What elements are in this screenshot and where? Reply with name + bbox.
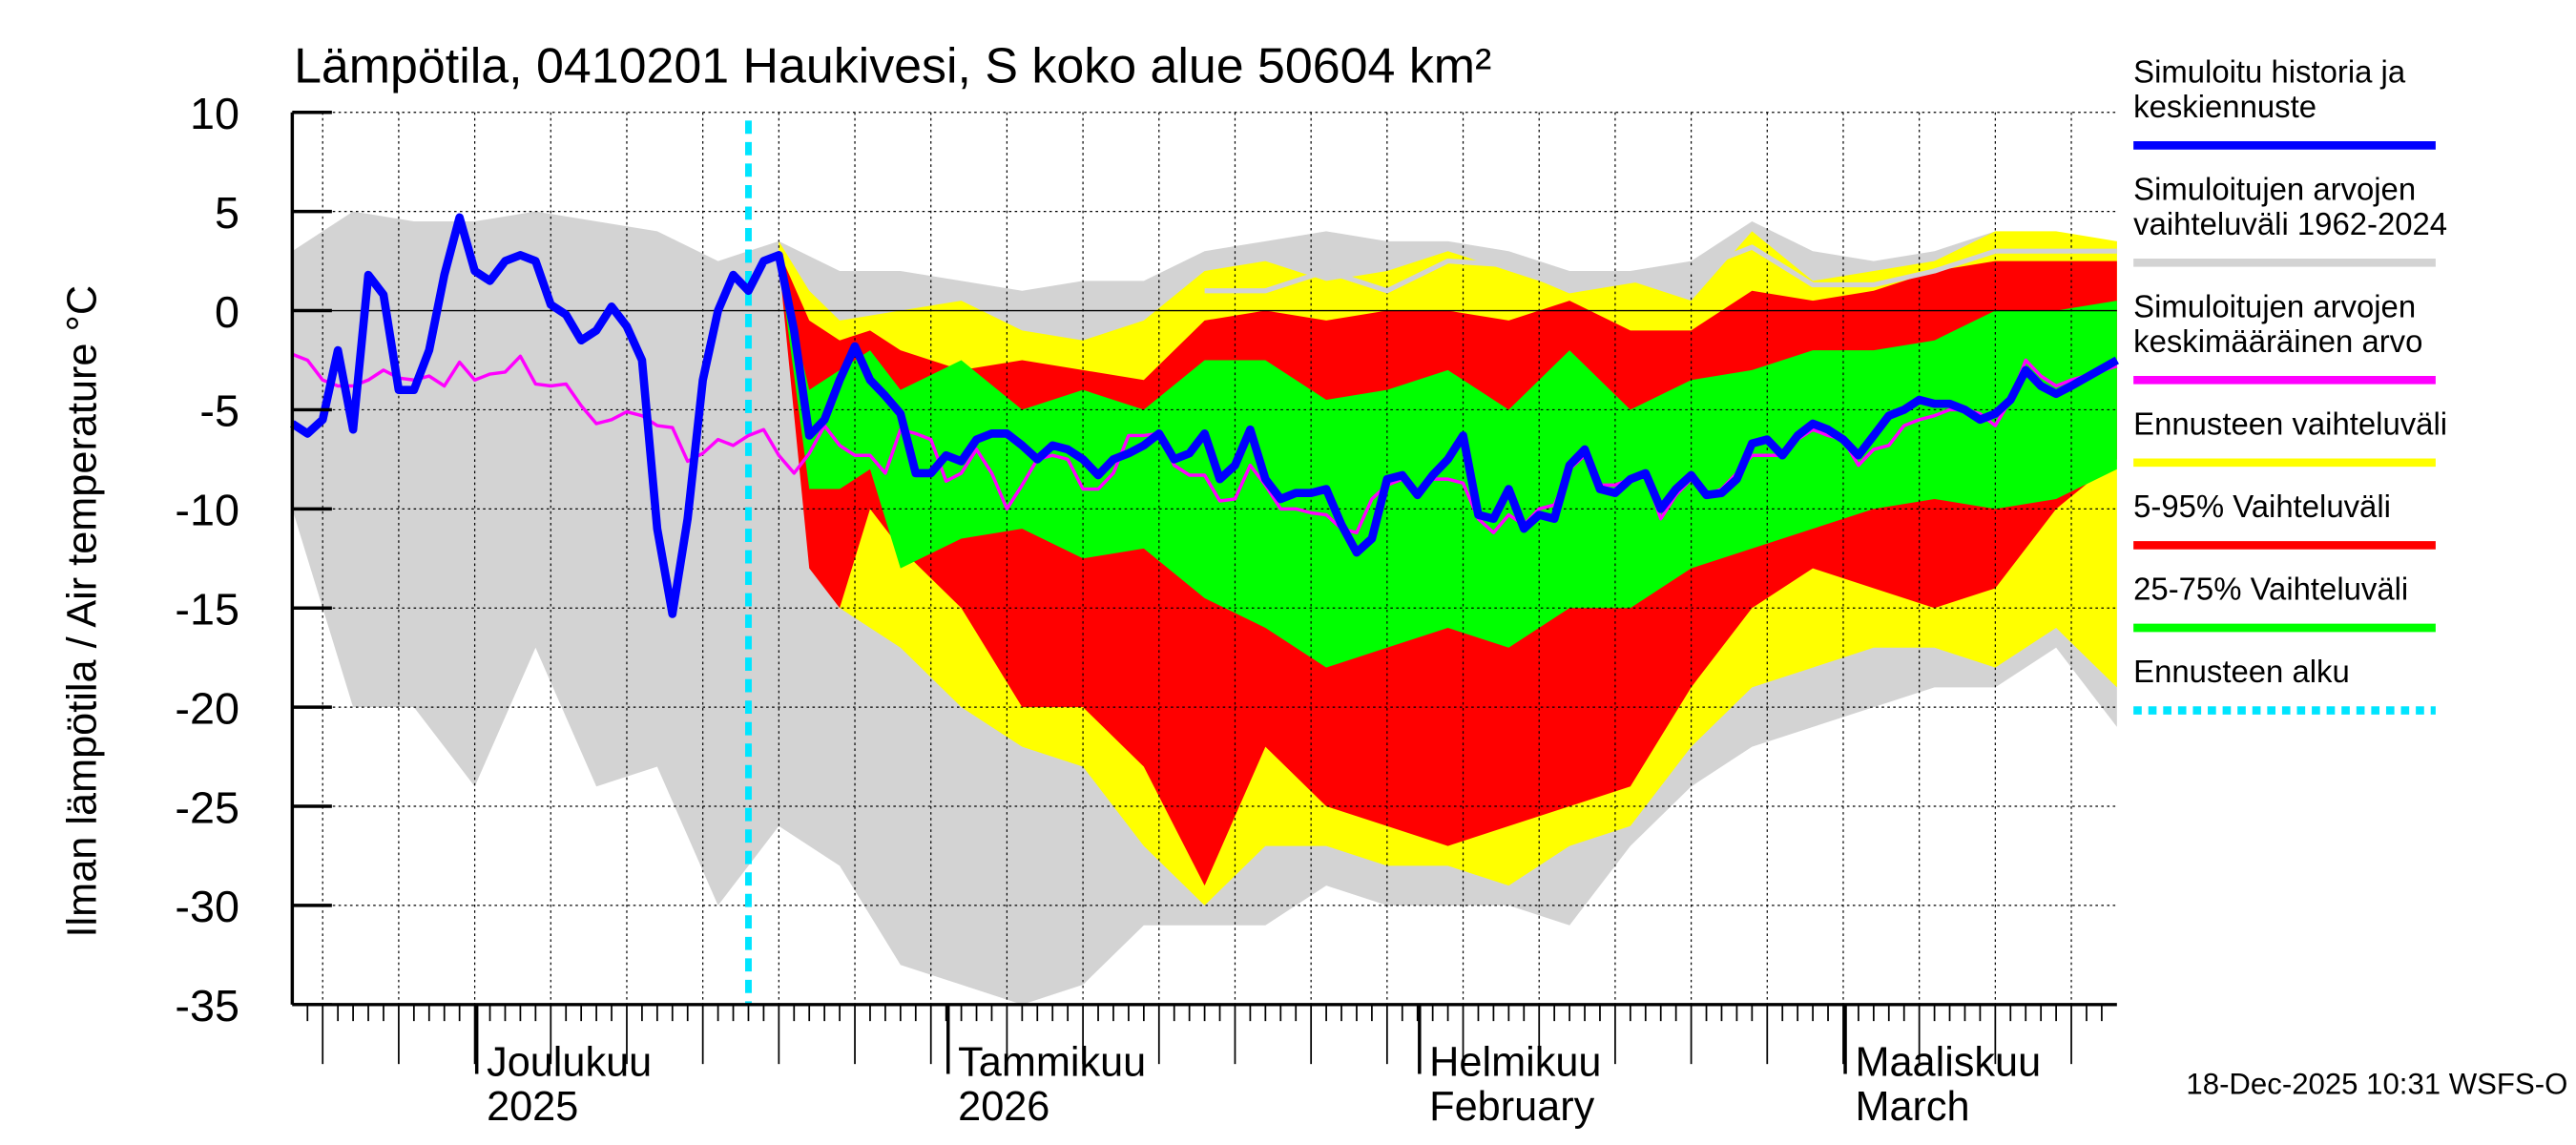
grid-layer: [292, 112, 2117, 1006]
chart-title: Lämpötila, 0410201 Haukivesi, S koko alu…: [294, 39, 1491, 94]
month-label: Tammikuu: [958, 1039, 1146, 1085]
legend-label: 25-75% Vaihteluväli: [2133, 572, 2408, 607]
month-label: Joulukuu: [487, 1039, 652, 1085]
series-line-0: [1204, 244, 2117, 294]
y-tick-label: 5: [215, 188, 239, 238]
y-tick-label: -20: [175, 683, 239, 733]
y-tick-label: -35: [175, 981, 239, 1030]
month-label: Helmikuu: [1429, 1039, 1601, 1085]
legend-label: Ennusteen alku: [2133, 654, 2350, 689]
y-tick-label: 0: [215, 287, 239, 337]
month-sublabel: 2025: [487, 1084, 578, 1130]
legend-label: 5-95% Vaihteluväli: [2133, 489, 2391, 524]
legend-label: keskiennuste: [2133, 89, 2316, 124]
y-axis-label: Ilman lämpötila / Air temperature °C: [59, 285, 105, 938]
month-sublabel: March: [1855, 1084, 1969, 1130]
y-tick-label: -10: [175, 486, 239, 535]
month-sublabel: 2026: [958, 1084, 1049, 1130]
legend-label: Ennusteen vaihteluväli: [2133, 406, 2447, 441]
series-line-2: [289, 213, 2119, 618]
legend-label: vaihteluväli 1962-2024: [2133, 206, 2447, 241]
month-sublabel: February: [1429, 1084, 1594, 1130]
timestamp: 18-Dec-2025 10:31 WSFS-O: [2186, 1067, 2567, 1100]
y-tick-label: -15: [175, 585, 239, 635]
legend-label: Simuloitujen arvojen: [2133, 172, 2416, 207]
y-tick-label: -30: [175, 882, 239, 931]
y-tick-label: -5: [199, 386, 239, 436]
y-tick-label: 10: [190, 89, 239, 138]
legend-label: Simuloitujen arvojen: [2133, 288, 2416, 323]
legend-label: keskimääräinen arvo: [2133, 323, 2422, 359]
month-label: Maaliskuu: [1855, 1039, 2041, 1085]
lines-layer: [289, 120, 2119, 1005]
legend-label: Simuloitu historia ja: [2133, 54, 2406, 90]
y-tick-label: -25: [175, 782, 239, 832]
